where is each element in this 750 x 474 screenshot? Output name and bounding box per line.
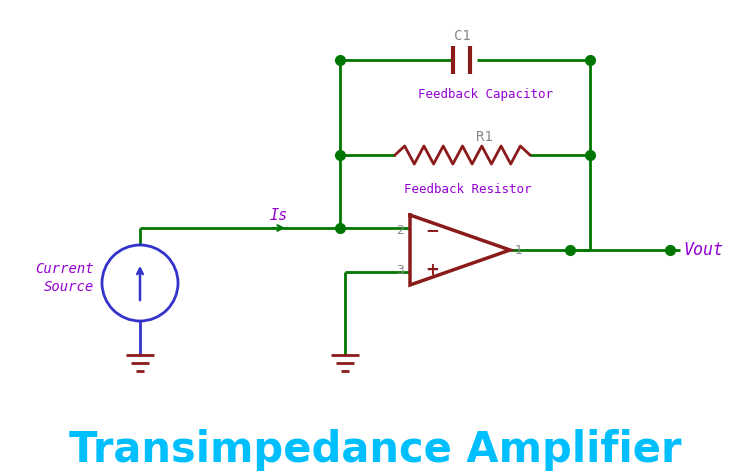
Text: R1: R1: [476, 130, 493, 144]
Text: Is: Is: [270, 208, 288, 222]
Text: Feedback Resistor: Feedback Resistor: [404, 182, 531, 195]
Text: Feedback Capacitor: Feedback Capacitor: [418, 88, 553, 100]
Text: Current
Source: Current Source: [35, 262, 94, 294]
Text: Vout: Vout: [683, 241, 723, 259]
Text: 2: 2: [396, 224, 404, 237]
Text: 1: 1: [515, 244, 523, 256]
Text: 3: 3: [396, 264, 404, 276]
Text: C1: C1: [454, 29, 470, 43]
Text: Transimpedance Amplifier: Transimpedance Amplifier: [69, 429, 681, 471]
Text: +: +: [425, 261, 439, 279]
Text: −: −: [425, 221, 439, 239]
